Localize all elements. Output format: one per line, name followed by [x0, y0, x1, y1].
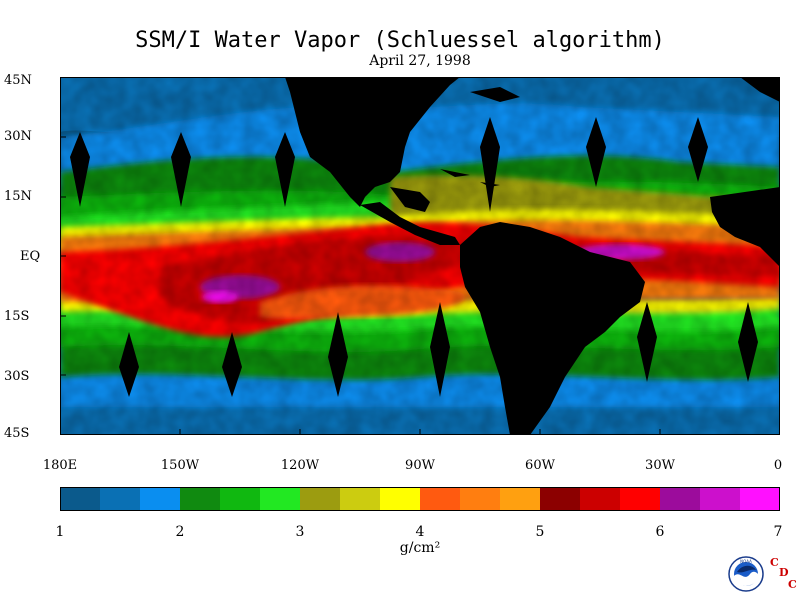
cdc-letter-d: D [779, 566, 789, 579]
colorbar-tick-7: 7 [773, 524, 783, 540]
cdc-letter-c2: C [788, 578, 797, 591]
colorbar-swatch [700, 487, 741, 511]
lat-label-15s: 15S [4, 309, 30, 324]
colorbar-swatch [740, 487, 780, 511]
colorbar-swatch [660, 487, 701, 511]
lat-label-30n: 30N [4, 129, 32, 144]
swath-gaps [70, 117, 758, 397]
ocean-field [60, 77, 780, 435]
lat-label-30s: 30S [4, 369, 30, 384]
colorbar-unit: g/cm² [399, 540, 441, 556]
colorbar-tick-6: 6 [655, 524, 665, 540]
colorbar-swatch [220, 487, 261, 511]
colorbar-swatch [540, 487, 581, 511]
lon-label-90w: 90W [405, 458, 435, 473]
colorbar-swatch [580, 487, 621, 511]
cdc-letter-c1: C [770, 556, 779, 569]
lon-label-180e: 180E [42, 458, 78, 473]
colorbar-swatch [300, 487, 341, 511]
axis-ticks [60, 136, 661, 435]
colorbar-tick-5: 5 [535, 524, 545, 540]
africa [710, 187, 780, 267]
colorbar-tick-4: 4 [415, 524, 425, 540]
lon-label-120w: 120W [280, 458, 320, 473]
colorbar [60, 487, 780, 511]
lon-label-60w: 60W [525, 458, 555, 473]
south-america [460, 222, 645, 435]
lat-label-15n: 15N [4, 189, 32, 204]
colorbar-swatch [500, 487, 541, 511]
lat-label-45n: 45N [4, 73, 32, 88]
colorbar-swatch [380, 487, 421, 511]
colorbar-swatch [460, 487, 501, 511]
colorbar-tick-3: 3 [295, 524, 305, 540]
colorbar-tick-1: 1 [55, 524, 65, 540]
noaa-logo-text: NOAA [740, 559, 752, 564]
lon-label-30w: 30W [645, 458, 675, 473]
colorbar-swatch [420, 487, 461, 511]
colorbar-swatch [340, 487, 381, 511]
lon-label-150w: 150W [160, 458, 200, 473]
water-vapor-map [60, 77, 780, 435]
colorbar-tick-2: 2 [175, 524, 185, 540]
colorbar-swatch [60, 487, 101, 511]
colorbar-swatch [100, 487, 141, 511]
lat-label-45s: 45S [4, 426, 30, 441]
map-title: SSM/I Water Vapor (Schluessel algorithm) [135, 28, 665, 53]
colorbar-frame [60, 487, 780, 511]
north-america [285, 77, 460, 207]
colorbar-swatch [620, 487, 661, 511]
map-date: April 27, 1998 [369, 53, 471, 69]
noaa-logo-icon: NOAA [728, 556, 764, 592]
colorbar-swatch [140, 487, 181, 511]
colorbar-swatch [260, 487, 301, 511]
lon-label-0: 0 [773, 458, 783, 473]
central-america [360, 202, 460, 245]
colorbar-swatch [180, 487, 221, 511]
lat-label-eq: EQ [20, 249, 41, 264]
land-masses [285, 77, 780, 435]
